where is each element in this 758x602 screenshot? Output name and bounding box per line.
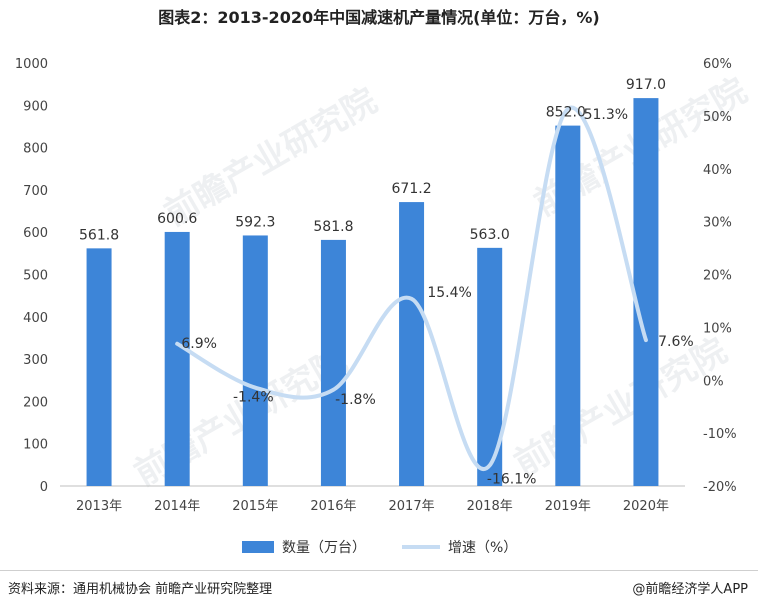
chart-title: 图表2：2013-2020年中国减速机产量情况(单位：万台，%) — [158, 8, 600, 27]
y-left-tick-label: 300 — [23, 353, 48, 368]
bar — [164, 231, 190, 486]
bar-value-label: 561.8 — [79, 227, 119, 243]
line-value-label: 51.3% — [584, 107, 628, 123]
y-right-tick-label: 60% — [703, 57, 732, 72]
bar-value-label: 671.2 — [392, 181, 432, 197]
bar-line-chart: 0 100 200 300 400 500 600 700 800 900 1000 -20% -10%… — [15, 57, 737, 556]
y-right-tick-label: -20% — [703, 480, 737, 495]
legend-swatch-bar — [242, 541, 274, 553]
legend-label-bar: 数量（万台） — [282, 540, 366, 556]
y-left-tick-label: 0 — [40, 480, 48, 495]
y-right-tick-label: 50% — [703, 110, 732, 125]
line-value-label: 7.6% — [658, 334, 694, 350]
y-right-tick-label: 30% — [703, 216, 732, 231]
y-right-tick-label: 20% — [703, 269, 732, 284]
y-right-tick-label: 10% — [703, 321, 732, 336]
y-left-tick-label: 600 — [23, 226, 48, 241]
bar-value-label: 852.0 — [546, 105, 586, 121]
line-value-label: 6.9% — [181, 336, 217, 352]
y-left-tick-label: 700 — [23, 184, 48, 199]
x-tick-label: 2016年 — [310, 499, 356, 514]
y-left-tick-label: 400 — [23, 311, 48, 326]
legend-label-line: 增速（%） — [448, 540, 517, 556]
y-right-tick-label: -10% — [703, 427, 737, 442]
x-tick-label: 2018年 — [467, 499, 513, 514]
brand-credit: @前瞻经济学人APP — [632, 582, 748, 597]
y-left-tick-label: 100 — [23, 438, 48, 453]
y-left-tick-label: 500 — [23, 269, 48, 284]
bar-value-label: 600.6 — [157, 211, 197, 227]
bar — [633, 98, 659, 486]
bar — [86, 248, 112, 486]
bar — [555, 125, 581, 486]
y-left-tick-label: 800 — [23, 142, 48, 157]
y-right-tick-label: 0% — [703, 374, 724, 389]
bar-value-label: 581.8 — [313, 219, 353, 235]
bar-value-label: 592.3 — [235, 214, 275, 230]
bar-value-label: 563.0 — [470, 227, 510, 243]
bar — [399, 202, 425, 486]
line-value-label: -1.8% — [335, 392, 376, 408]
x-tick-label: 2019年 — [545, 499, 591, 514]
x-tick-label: 2014年 — [154, 499, 200, 514]
line-value-label: -1.4% — [233, 390, 274, 406]
line-value-label: -16.1% — [487, 471, 537, 487]
bar-value-label: 917.0 — [626, 77, 666, 93]
footer-divider — [0, 570, 758, 571]
x-tick-label: 2013年 — [76, 499, 122, 514]
x-tick-label: 2017年 — [389, 499, 435, 514]
x-tick-label: 2015年 — [232, 499, 278, 514]
y-right-tick-label: 40% — [703, 163, 732, 178]
y-left-tick-label: 1000 — [15, 57, 48, 72]
bar — [242, 235, 268, 486]
bar — [320, 239, 346, 486]
line-value-label: 15.4% — [427, 285, 471, 301]
x-tick-label: 2020年 — [623, 499, 669, 514]
growth-line — [175, 105, 648, 471]
y-left-tick-label: 900 — [23, 99, 48, 114]
y-left-tick-label: 200 — [23, 395, 48, 410]
source-note: 资料来源：通用机械协会 前瞻产业研究院整理 — [8, 582, 273, 597]
